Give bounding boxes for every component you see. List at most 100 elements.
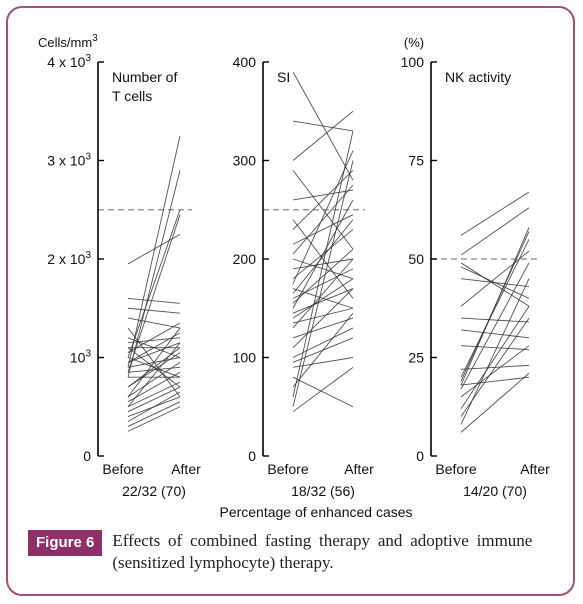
- patient-line-7: [127, 307, 181, 314]
- y-tick-label: 0: [248, 448, 256, 464]
- patient-line-17: [127, 362, 181, 398]
- patient-line-15: [292, 219, 354, 294]
- y-tick-label: 3 x 103: [47, 152, 91, 169]
- patient-line-8: [292, 214, 354, 245]
- enhanced-cases: 22/32 (70): [122, 483, 186, 499]
- patient-line-29: [292, 312, 354, 388]
- patient-line-4: [127, 214, 181, 373]
- y-tick-label: 200: [233, 251, 257, 267]
- x-tick-label-before: Before: [102, 461, 143, 477]
- panel-title: NK activity: [445, 69, 511, 85]
- patient-line-30: [292, 130, 354, 397]
- patient-line-6: [460, 250, 530, 307]
- y-tick-label: 100: [401, 54, 425, 70]
- figure-caption-text: Effects of combined fasting therapy and …: [112, 531, 533, 572]
- patient-line-13: [292, 150, 354, 284]
- patient-line-31: [127, 337, 181, 358]
- patient-line-24: [292, 288, 354, 348]
- x-tick-label-before: Before: [267, 461, 308, 477]
- panel-title: T cells: [112, 88, 152, 104]
- patient-line-19: [292, 288, 354, 314]
- y-tick-label: 25: [408, 350, 424, 366]
- patient-line-16: [460, 345, 530, 398]
- patient-line-25: [292, 327, 354, 358]
- y-tick-label: 103: [70, 349, 92, 366]
- patient-line-22: [292, 258, 354, 329]
- patient-line-20: [292, 278, 354, 319]
- patient-line-9: [292, 184, 354, 255]
- figure-frame: [6, 6, 575, 596]
- patient-line-8: [127, 317, 181, 329]
- patient-line-24: [127, 406, 181, 432]
- patient-line-3: [292, 110, 354, 161]
- patient-line-9: [127, 337, 181, 344]
- patient-line-31: [292, 160, 354, 407]
- patient-line-3: [460, 262, 530, 307]
- figure-caption: Figure 6 Effects of combined fasting ther…: [28, 530, 558, 574]
- y-tick-label: 300: [233, 153, 257, 169]
- patient-line-11: [460, 239, 530, 378]
- patient-line-32: [292, 366, 354, 413]
- patient-line-17: [460, 306, 530, 409]
- panel-title: SI: [277, 69, 290, 85]
- patient-line-8: [460, 329, 530, 339]
- y-tick-label: 400: [233, 54, 257, 70]
- patient-line-1: [460, 191, 530, 236]
- patient-line-2: [292, 120, 354, 132]
- chart-panel-3: [430, 61, 541, 457]
- y-tick-label: 50: [408, 251, 424, 267]
- patient-line-30: [127, 327, 181, 398]
- patient-line-28: [127, 342, 181, 363]
- y-tick-label: 2 x 103: [47, 250, 91, 267]
- y-tick-label: 4 x 103: [47, 53, 91, 70]
- patient-line-11: [127, 322, 181, 353]
- patient-line-18: [127, 371, 181, 403]
- patient-line-23: [292, 317, 354, 339]
- patient-line-5: [127, 233, 181, 265]
- patient-line-14: [460, 376, 530, 386]
- x-tick-label-before: Before: [435, 461, 476, 477]
- patient-line-5: [460, 278, 530, 288]
- patient-line-17: [292, 248, 354, 304]
- patient-line-2: [127, 170, 181, 378]
- patient-line-2: [460, 207, 530, 256]
- figure-label-badge: Figure 6: [28, 530, 103, 556]
- x-axis-title: Percentage of enhanced cases: [219, 504, 412, 520]
- patient-line-3: [127, 209, 181, 358]
- patient-line-6: [127, 297, 181, 304]
- y-unit-label: Cells/mm3: [38, 33, 98, 50]
- y-tick-label: 0: [416, 448, 424, 464]
- patient-line-7: [292, 170, 354, 230]
- panel-title: Number of: [112, 69, 177, 85]
- x-tick-label-after: After: [520, 461, 550, 477]
- y-tick-label: 100: [233, 350, 257, 366]
- patient-line-6: [292, 219, 354, 299]
- patient-line-28: [292, 376, 354, 408]
- patient-line-1: [127, 135, 181, 368]
- patient-line-7: [460, 317, 530, 323]
- patient-line-21: [292, 307, 354, 324]
- patient-line-15: [460, 262, 530, 390]
- patient-line-23: [127, 401, 181, 427]
- y-unit-label: (%): [404, 35, 424, 50]
- enhanced-cases: 18/32 (56): [291, 483, 355, 499]
- enhanced-cases: 14/20 (70): [463, 483, 527, 499]
- patient-line-19: [127, 381, 181, 408]
- patient-line-13: [460, 227, 530, 386]
- patient-line-4: [292, 170, 354, 250]
- patient-line-22: [127, 391, 181, 422]
- chart-panel-2: [262, 61, 365, 457]
- x-tick-label-after: After: [344, 461, 374, 477]
- patient-line-19: [460, 278, 530, 425]
- y-tick-label: 75: [408, 153, 424, 169]
- patient-line-32: [127, 342, 181, 408]
- patient-line-16: [127, 352, 181, 388]
- y-tick-label: 0: [83, 448, 91, 464]
- patient-line-20: [460, 372, 530, 433]
- patient-line-18: [292, 199, 354, 309]
- patient-line-9: [460, 345, 530, 351]
- x-tick-label-after: After: [171, 461, 201, 477]
- chart-panel-1: [97, 61, 192, 457]
- patient-line-5: [292, 189, 354, 201]
